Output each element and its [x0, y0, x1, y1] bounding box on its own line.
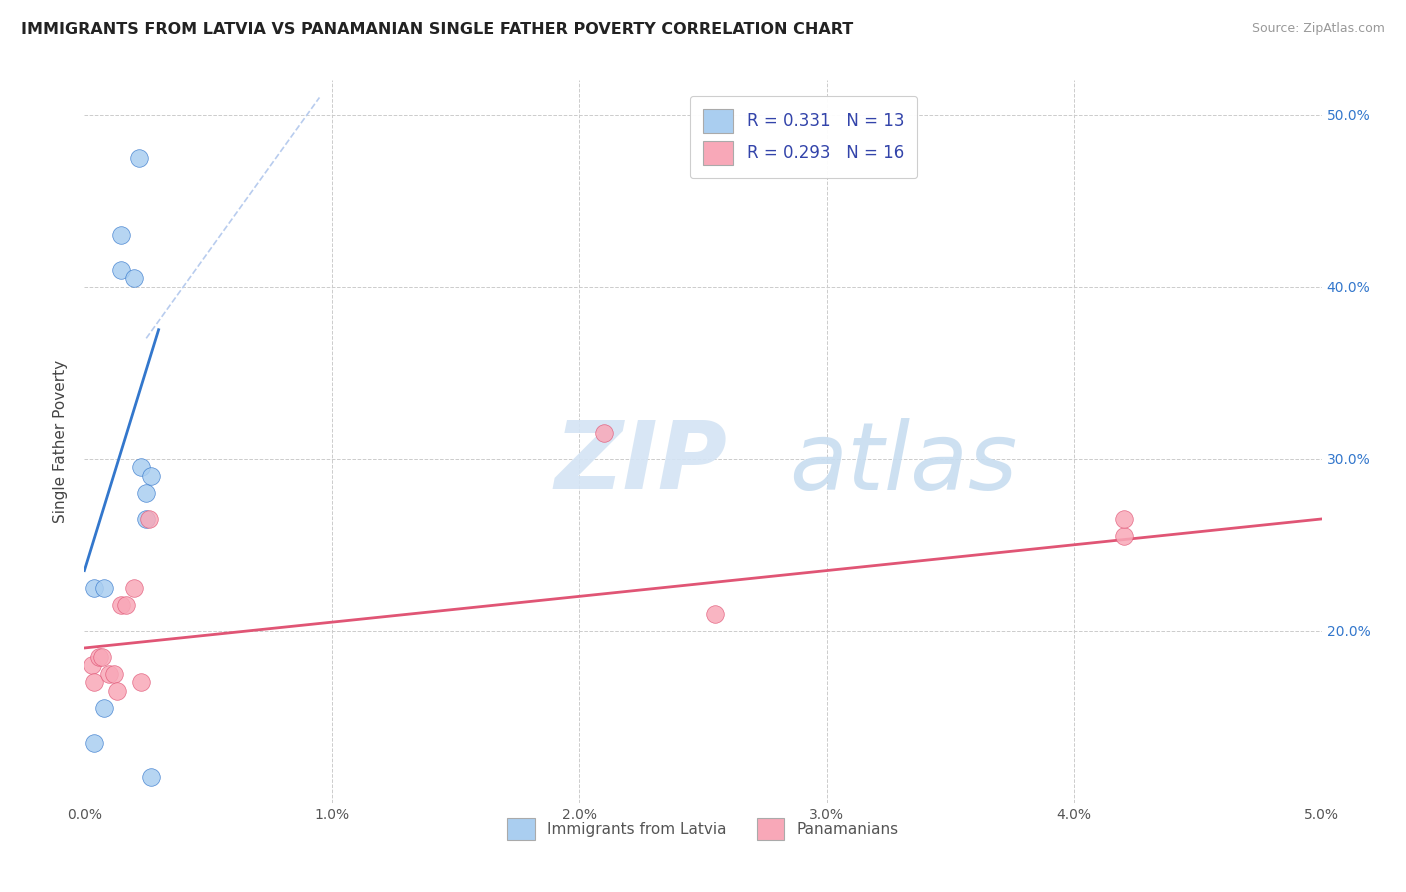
- Point: [141, 770, 163, 784]
- Point: [128, 151, 150, 165]
- Y-axis label: Single Father Poverty: Single Father Poverty: [53, 360, 69, 523]
- Point: [122, 581, 145, 595]
- Point: [89, 649, 111, 664]
- Text: ZIP: ZIP: [554, 417, 727, 509]
- Point: [115, 598, 138, 612]
- Point: [129, 460, 152, 475]
- Point: [105, 684, 128, 698]
- Point: [141, 469, 163, 483]
- Point: [93, 581, 115, 595]
- Text: IMMIGRANTS FROM LATVIA VS PANAMANIAN SINGLE FATHER POVERTY CORRELATION CHART: IMMIGRANTS FROM LATVIA VS PANAMANIAN SIN…: [21, 22, 853, 37]
- Point: [122, 271, 145, 285]
- Point: [110, 228, 132, 243]
- Point: [103, 666, 125, 681]
- Point: [1112, 529, 1135, 543]
- Point: [83, 735, 105, 749]
- Point: [98, 666, 121, 681]
- Text: Source: ZipAtlas.com: Source: ZipAtlas.com: [1251, 22, 1385, 36]
- Point: [135, 512, 157, 526]
- Point: [138, 512, 160, 526]
- Text: atlas: atlas: [790, 417, 1018, 508]
- Point: [93, 701, 115, 715]
- Point: [80, 658, 103, 673]
- Point: [110, 598, 132, 612]
- Point: [83, 581, 105, 595]
- Legend: Immigrants from Latvia, Panamanians: Immigrants from Latvia, Panamanians: [501, 812, 905, 846]
- Point: [129, 675, 152, 690]
- Point: [1112, 512, 1135, 526]
- Point: [83, 675, 105, 690]
- Point: [704, 607, 727, 621]
- Point: [593, 425, 616, 440]
- Point: [90, 649, 112, 664]
- Point: [135, 486, 157, 500]
- Point: [110, 262, 132, 277]
